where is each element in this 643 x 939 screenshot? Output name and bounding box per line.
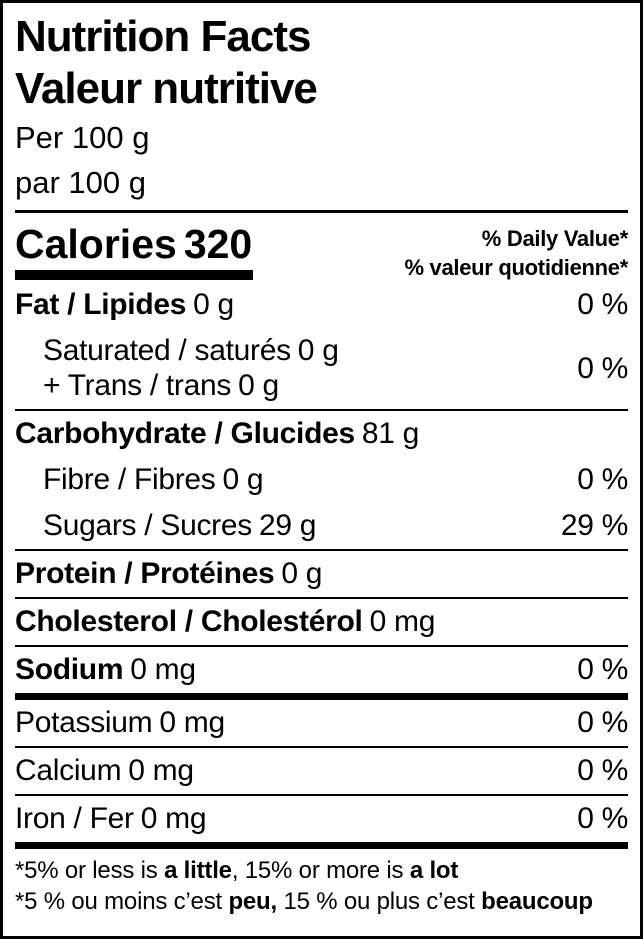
calories-underline-bar [15, 270, 253, 280]
cholesterol-name: Cholesterol / Cholestérol [15, 605, 363, 638]
fat-amount: 0 g [193, 288, 234, 321]
nutrient-row-fibre: Fibre / Fibres 0 g 0 % [15, 457, 628, 503]
protein-name: Protein / Protéines [15, 557, 275, 590]
sugars-amount: 29 g [258, 509, 317, 542]
nutrient-row-sodium: Sodium 0 mg 0 % [15, 647, 628, 693]
divider [15, 549, 628, 551]
carbohydrate-amount: 81 g [361, 417, 420, 450]
title-english: Nutrition Facts [15, 12, 311, 61]
sodium-daily-value: 0 % [577, 653, 628, 686]
calories-label: Calories [15, 221, 177, 267]
saturated-trans-daily-value: 0 % [577, 351, 628, 385]
daily-value-header: % Daily Value* % valeur quotidienne* [404, 221, 628, 282]
calcium-name: Calcium [15, 754, 122, 787]
calcium-amount: 0 mg [128, 754, 194, 787]
iron-daily-value: 0 % [577, 802, 628, 835]
sugars-daily-value: 29 % [560, 509, 628, 542]
daily-value-header-french: % valeur quotidienne* [404, 255, 628, 280]
divider [15, 794, 628, 796]
fat-daily-value: 0 % [577, 288, 628, 321]
cholesterol-amount: 0 mg [369, 605, 436, 638]
nutrient-row-saturated-trans: Saturated / saturés 0 g + Trans / trans 0 … [15, 328, 628, 409]
saturated-amount: 0 g [297, 334, 339, 367]
sugars-name: Sugars / Sucres [43, 509, 252, 542]
saturated-name: Saturated / saturés [43, 334, 291, 367]
iron-name: Iron / Fer [15, 802, 134, 835]
divider [15, 645, 628, 647]
daily-value-header-english: % Daily Value* [481, 226, 629, 251]
header-divider [15, 210, 628, 213]
sodium-name: Sodium [15, 653, 124, 686]
iron-amount: 0 mg [140, 802, 207, 835]
footnote-french: *5 % ou moins c’est peu, 15 % ou plus c’… [15, 888, 593, 915]
nutrient-row-calcium: Calcium 0 mg 0 % [15, 748, 628, 794]
footnotes: *5% or less is a little, 15% or more is … [15, 855, 628, 917]
serving-size-french: par 100 g [15, 165, 146, 200]
nutrient-row-carbohydrate: Carbohydrate / Glucides 81 g [15, 411, 628, 457]
potassium-daily-value: 0 % [577, 706, 628, 739]
calories-section: Calories 320 % Daily Value* % valeur quot… [15, 215, 628, 282]
fibre-amount: 0 g [222, 463, 264, 496]
nutrient-row-potassium: Potassium 0 mg 0 % [15, 700, 628, 746]
footnote-english: *5% or less is a little, 15% or more is … [15, 857, 459, 884]
fibre-name: Fibre / Fibres [43, 463, 216, 496]
trans-amount: 0 g [238, 369, 279, 402]
protein-amount: 0 g [281, 557, 323, 590]
thick-divider [15, 842, 628, 849]
fibre-daily-value: 0 % [577, 463, 628, 496]
divider [15, 746, 628, 748]
potassium-name: Potassium [15, 706, 153, 739]
serving-size-english: Per 100 g [15, 120, 150, 155]
carbohydrate-name: Carbohydrate / Glucides [15, 417, 355, 450]
calories-block: Calories 320 [15, 221, 253, 280]
divider [15, 597, 628, 599]
fat-name: Fat / Lipides [15, 288, 187, 321]
title-french: Valeur nutritive [15, 64, 318, 113]
calcium-daily-value: 0 % [577, 754, 628, 787]
divider [15, 409, 628, 411]
nutrient-row-fat: Fat / Lipides 0 g 0 % [15, 282, 628, 328]
thick-divider [15, 693, 628, 700]
trans-name: + Trans / trans [43, 369, 232, 402]
sodium-amount: 0 mg [130, 653, 196, 686]
nutrient-row-sugars: Sugars / Sucres 29 g 29 % [15, 503, 628, 549]
calories-value: 320 [183, 221, 253, 267]
potassium-amount: 0 mg [159, 706, 225, 739]
nutrient-row-cholesterol: Cholesterol / Cholestérol 0 mg [15, 599, 628, 645]
nutrient-row-protein: Protein / Protéines 0 g [15, 551, 628, 597]
nutrient-row-iron: Iron / Fer 0 mg 0 % [15, 796, 628, 842]
calories-line: Calories 320 [15, 221, 253, 267]
